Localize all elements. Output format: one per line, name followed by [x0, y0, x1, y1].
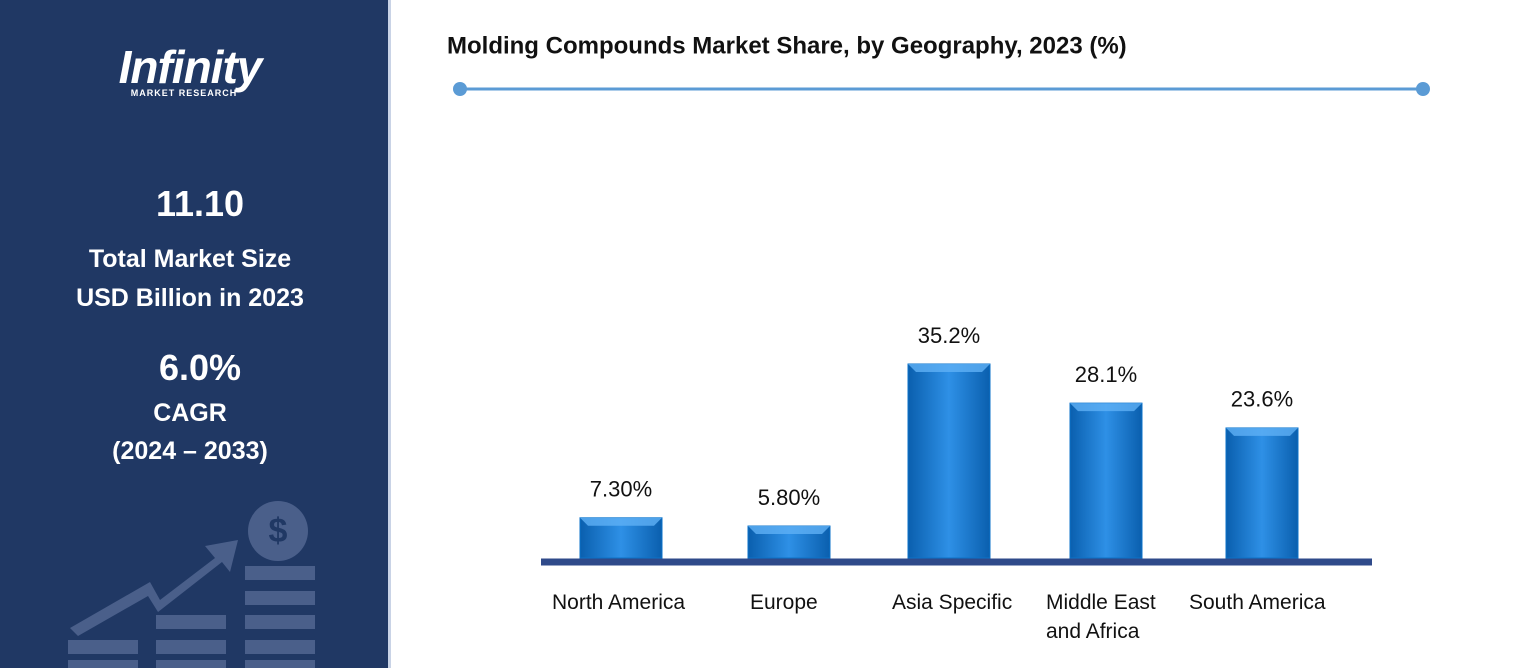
- sidebar: Infinity MARKET RESEARCH 11.10 Total Mar…: [0, 0, 391, 668]
- cagr-period: (2024 – 2033): [112, 437, 268, 465]
- bar-bevel: [1226, 427, 1298, 436]
- bar-bevel: [748, 526, 830, 535]
- logo: Infinity: [118, 41, 263, 93]
- cagr: 6.0%: [158, 347, 242, 388]
- market-size-label: Total Market Size: [88, 245, 292, 273]
- bar-bevel: [580, 517, 662, 526]
- market-size-unit: USD Billion in 2023: [76, 284, 304, 312]
- value-label: 23.6%: [1231, 387, 1293, 412]
- x-tick-label: South America: [1189, 591, 1326, 614]
- bar: [907, 363, 991, 559]
- value-label: 5.80%: [758, 485, 820, 510]
- x-tick-label: Europe: [750, 591, 818, 614]
- bar: [1225, 427, 1299, 559]
- decorative-icon: [68, 501, 315, 668]
- value-label: 28.1%: [1075, 362, 1137, 387]
- bar-bevel: [1070, 403, 1142, 412]
- rule-dot: [1416, 82, 1430, 96]
- market-size: 11.10: [155, 183, 245, 224]
- rule-dot: [453, 82, 467, 96]
- x-tick-label: North America: [552, 591, 686, 614]
- value-label: 35.2%: [918, 323, 980, 348]
- x-tick-label: Middle East and Africa: [1046, 591, 1156, 643]
- cagr-label: CAGR: [153, 399, 227, 427]
- dollar-icon: $: [269, 512, 288, 550]
- chart: Molding Compounds Market Share, by Geogr…: [447, 32, 1430, 566]
- bar-bevel: [908, 364, 990, 372]
- value-label: 7.30%: [590, 477, 652, 502]
- bar: [1069, 402, 1143, 559]
- logo-subtitle: MARKET RESEARCH: [130, 88, 238, 98]
- chart-title: Molding Compounds Market Share, by Geogr…: [447, 32, 1127, 59]
- x-tick-label: Asia Specific: [892, 591, 1013, 614]
- icon: $: [68, 501, 315, 668]
